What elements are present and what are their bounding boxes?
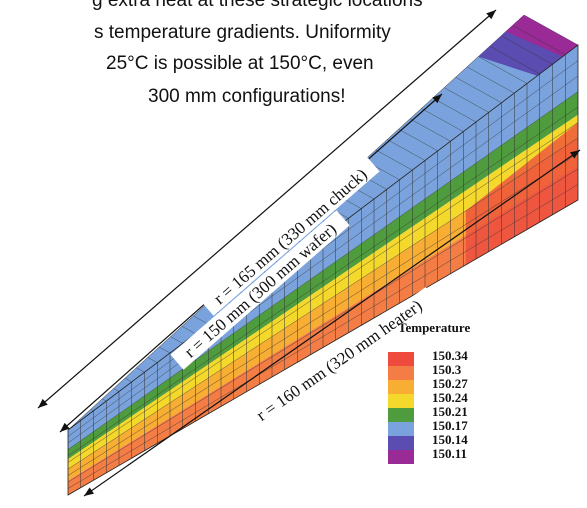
caption-line: s temperature gradients. Uniformity bbox=[94, 22, 391, 43]
legend-swatch bbox=[388, 450, 414, 464]
mesh-line bbox=[68, 107, 578, 456]
legend-swatch bbox=[388, 394, 414, 408]
legend-label: 150.3 bbox=[432, 362, 462, 377]
legend-label: 150.27 bbox=[432, 376, 468, 391]
mesh-line bbox=[68, 123, 578, 463]
legend-label: 150.11 bbox=[432, 446, 467, 461]
legend-swatch bbox=[388, 366, 414, 380]
legend-label: 150.17 bbox=[432, 418, 468, 433]
legend-label: 150.21 bbox=[432, 404, 468, 419]
figure: g extra heat at these strategic location… bbox=[0, 0, 587, 508]
caption-line: 300 mm configurations! bbox=[148, 86, 346, 107]
legend-label: 150.34 bbox=[432, 348, 468, 363]
mesh-line bbox=[68, 138, 578, 469]
caption-line: 25°C is possible at 150°C, even bbox=[106, 53, 374, 74]
legend-label: 150.14 bbox=[432, 432, 468, 447]
legend-swatch bbox=[388, 408, 414, 422]
legend-swatch bbox=[388, 380, 414, 394]
legend: Temperature 150.34150.3150.27150.24150.2… bbox=[388, 320, 470, 464]
legend-swatch bbox=[388, 422, 414, 436]
legend-title: Temperature bbox=[398, 320, 470, 335]
legend-label: 150.24 bbox=[432, 390, 468, 405]
mesh-line bbox=[68, 76, 578, 443]
caption-line: g extra heat at these strategic location… bbox=[92, 0, 423, 11]
legend-swatch bbox=[388, 436, 414, 450]
mesh-line bbox=[68, 92, 578, 450]
legend-swatch bbox=[388, 352, 414, 366]
